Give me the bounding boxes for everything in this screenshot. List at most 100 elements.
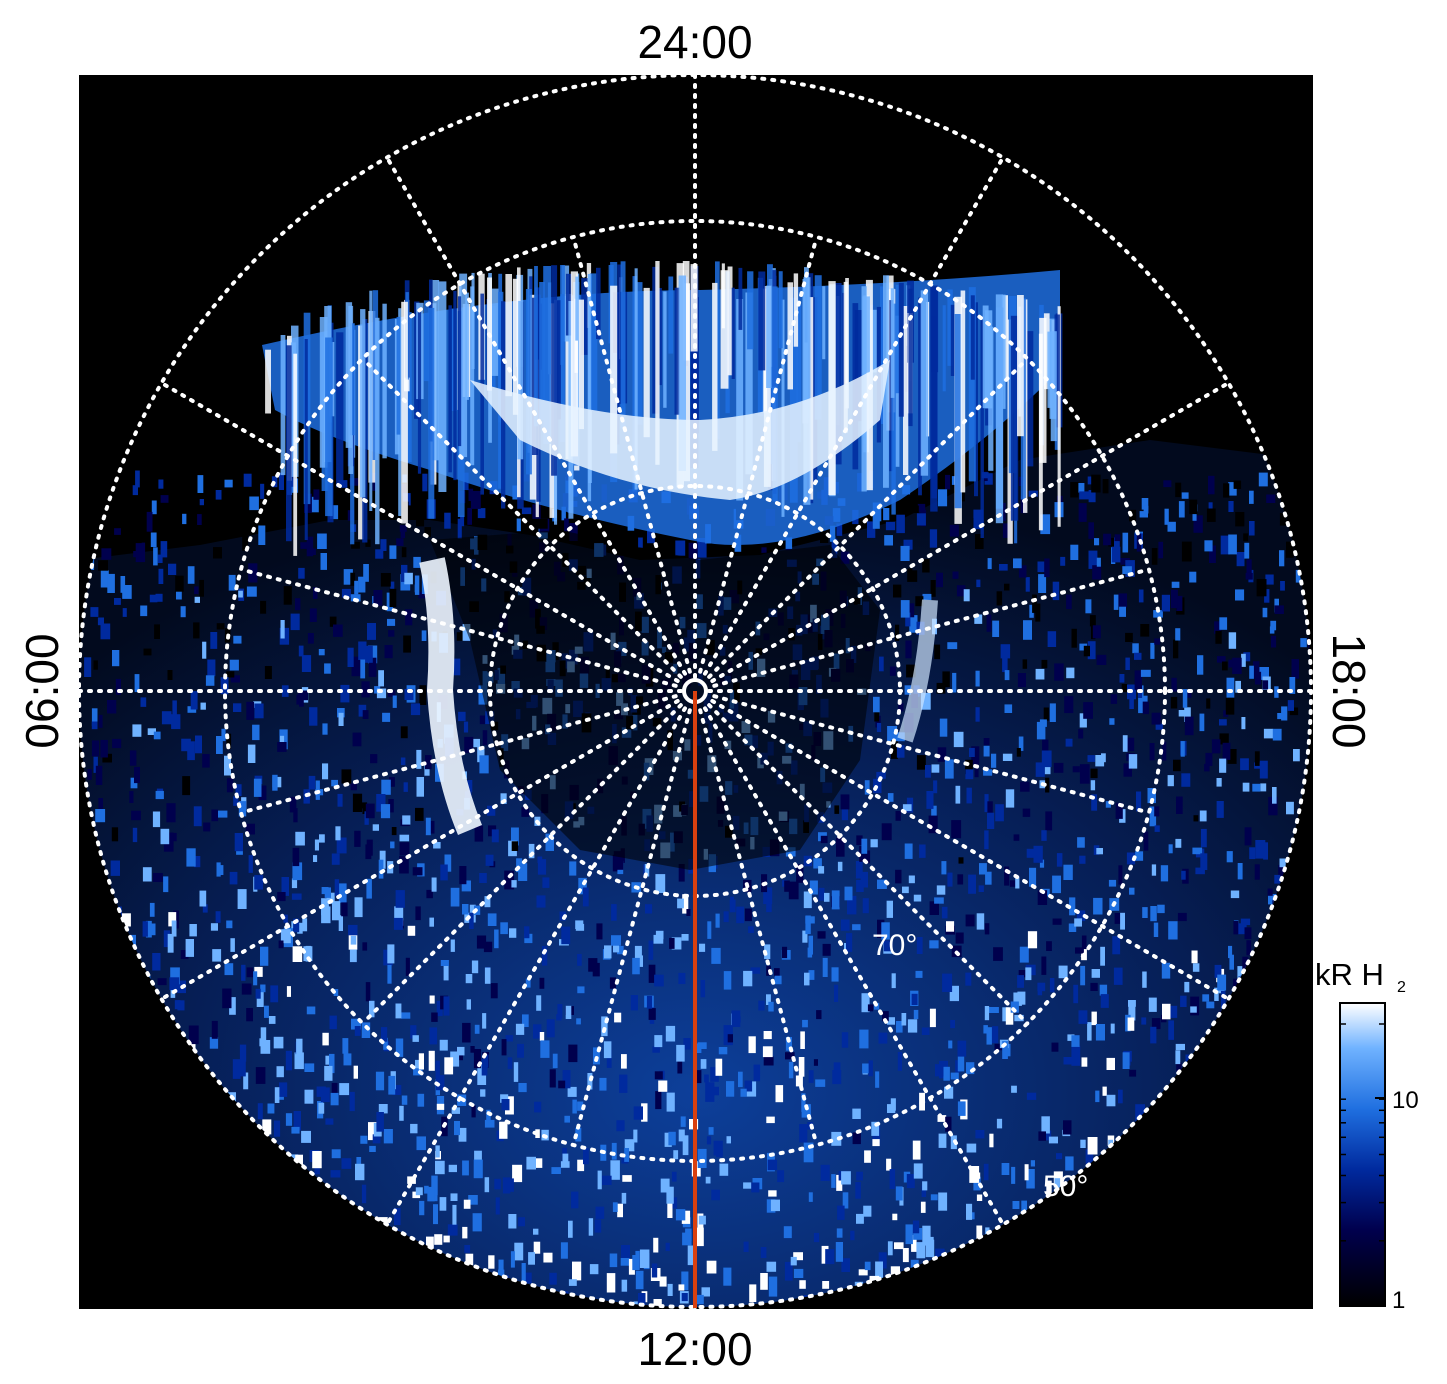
noise-speck [1125, 632, 1133, 642]
noise-speck [373, 590, 383, 606]
noise-speck [1085, 599, 1092, 614]
noise-speck [1056, 853, 1063, 867]
noise-speck [1037, 561, 1048, 573]
noise-speck [1049, 703, 1056, 722]
noise-speck [655, 874, 666, 893]
noise-speck [933, 780, 938, 794]
noise-speck [112, 738, 122, 749]
arc-streak [793, 273, 799, 347]
arc-streak [543, 266, 551, 444]
noise-speck [950, 1072, 959, 1080]
noise-speck [1142, 971, 1147, 988]
noise-speck [641, 1103, 648, 1122]
arc-streak [947, 289, 953, 366]
noise-speck [353, 1065, 358, 1079]
noise-speck [517, 1043, 524, 1058]
noise-speck [938, 1192, 948, 1211]
noise-speck [560, 1242, 568, 1259]
noise-speck [905, 640, 912, 659]
noise-speck [805, 916, 815, 924]
noise-speck [368, 657, 377, 677]
noise-speck [790, 1256, 797, 1266]
noise-speck [322, 763, 329, 780]
noise-speck [146, 511, 153, 532]
noise-speck [1042, 739, 1049, 751]
noise-speck [1072, 766, 1080, 773]
noise-speck [939, 718, 948, 737]
noise-speck [243, 1072, 249, 1090]
noise-speck [1054, 663, 1064, 681]
noise-speck [934, 897, 944, 904]
noise-speck [456, 1046, 465, 1056]
noise-speck [1244, 542, 1250, 559]
noise-speck [965, 914, 975, 927]
noise-speck [334, 879, 340, 896]
noise-speck [835, 1242, 843, 1262]
arc-streak [736, 299, 744, 501]
noise-speck [229, 871, 238, 885]
noise-speck [366, 878, 372, 899]
noise-speck [760, 1247, 767, 1258]
noise-speck [1108, 537, 1118, 547]
noise-speck [439, 1197, 447, 1211]
noise-speck [1199, 713, 1205, 732]
noise-speck [706, 1260, 717, 1274]
noise-speck [1217, 656, 1226, 663]
noise-speck [895, 869, 902, 884]
noise-speck [957, 1101, 966, 1116]
noise-speck [841, 1032, 849, 1048]
arc-streak [293, 353, 298, 556]
noise-speck [91, 708, 98, 726]
noise-speck [681, 934, 689, 941]
noise-speck [419, 1200, 425, 1216]
arc-streak [457, 296, 462, 447]
noise-speck [351, 541, 360, 549]
meridian-line [710, 381, 1231, 683]
noise-speck [429, 995, 435, 1004]
noise-speck [254, 966, 263, 977]
noise-speck [1162, 741, 1167, 761]
noise-speck [209, 1037, 219, 1049]
noise-speck [1171, 677, 1177, 692]
noise-speck [1143, 831, 1149, 851]
noise-speck [390, 841, 395, 849]
noise-speck [858, 1269, 868, 1276]
noise-speck [440, 960, 449, 966]
noise-speck [883, 940, 893, 952]
noise-speck [1300, 638, 1307, 648]
noise-speck [444, 1057, 454, 1075]
arc-streak [668, 276, 674, 354]
noise-speck [1005, 1007, 1014, 1025]
noise-speck [695, 1070, 702, 1084]
noise-speck [233, 703, 242, 712]
noise-speck [1018, 736, 1024, 751]
noise-speck [222, 988, 232, 1009]
noise-speck [630, 995, 638, 1011]
noise-speck [896, 745, 905, 758]
noise-speck [951, 820, 962, 839]
noise-speck [1192, 847, 1203, 855]
noise-speck [1060, 556, 1066, 566]
noise-speck [965, 769, 974, 780]
noise-speck [413, 1068, 423, 1076]
noise-speck [1118, 593, 1127, 608]
noise-speck [394, 906, 404, 926]
noise-speck [516, 518, 521, 532]
noise-speck [986, 614, 992, 632]
noise-speck [443, 996, 450, 1016]
noise-speck [167, 933, 174, 953]
noise-speck [458, 1127, 467, 1142]
noise-speck [337, 708, 345, 718]
noise-speck [255, 1067, 266, 1084]
noise-speck [736, 906, 745, 924]
noise-speck [758, 1000, 765, 1011]
noise-speck [1110, 694, 1118, 704]
noise-speck [296, 1038, 303, 1057]
noise-speck [401, 1095, 408, 1105]
noise-speck [620, 1258, 630, 1266]
noise-speck [863, 1205, 872, 1217]
noise-speck [510, 1251, 515, 1268]
noise-speck [396, 538, 404, 546]
noise-speck [1220, 535, 1231, 555]
noise-speck [368, 1122, 378, 1141]
